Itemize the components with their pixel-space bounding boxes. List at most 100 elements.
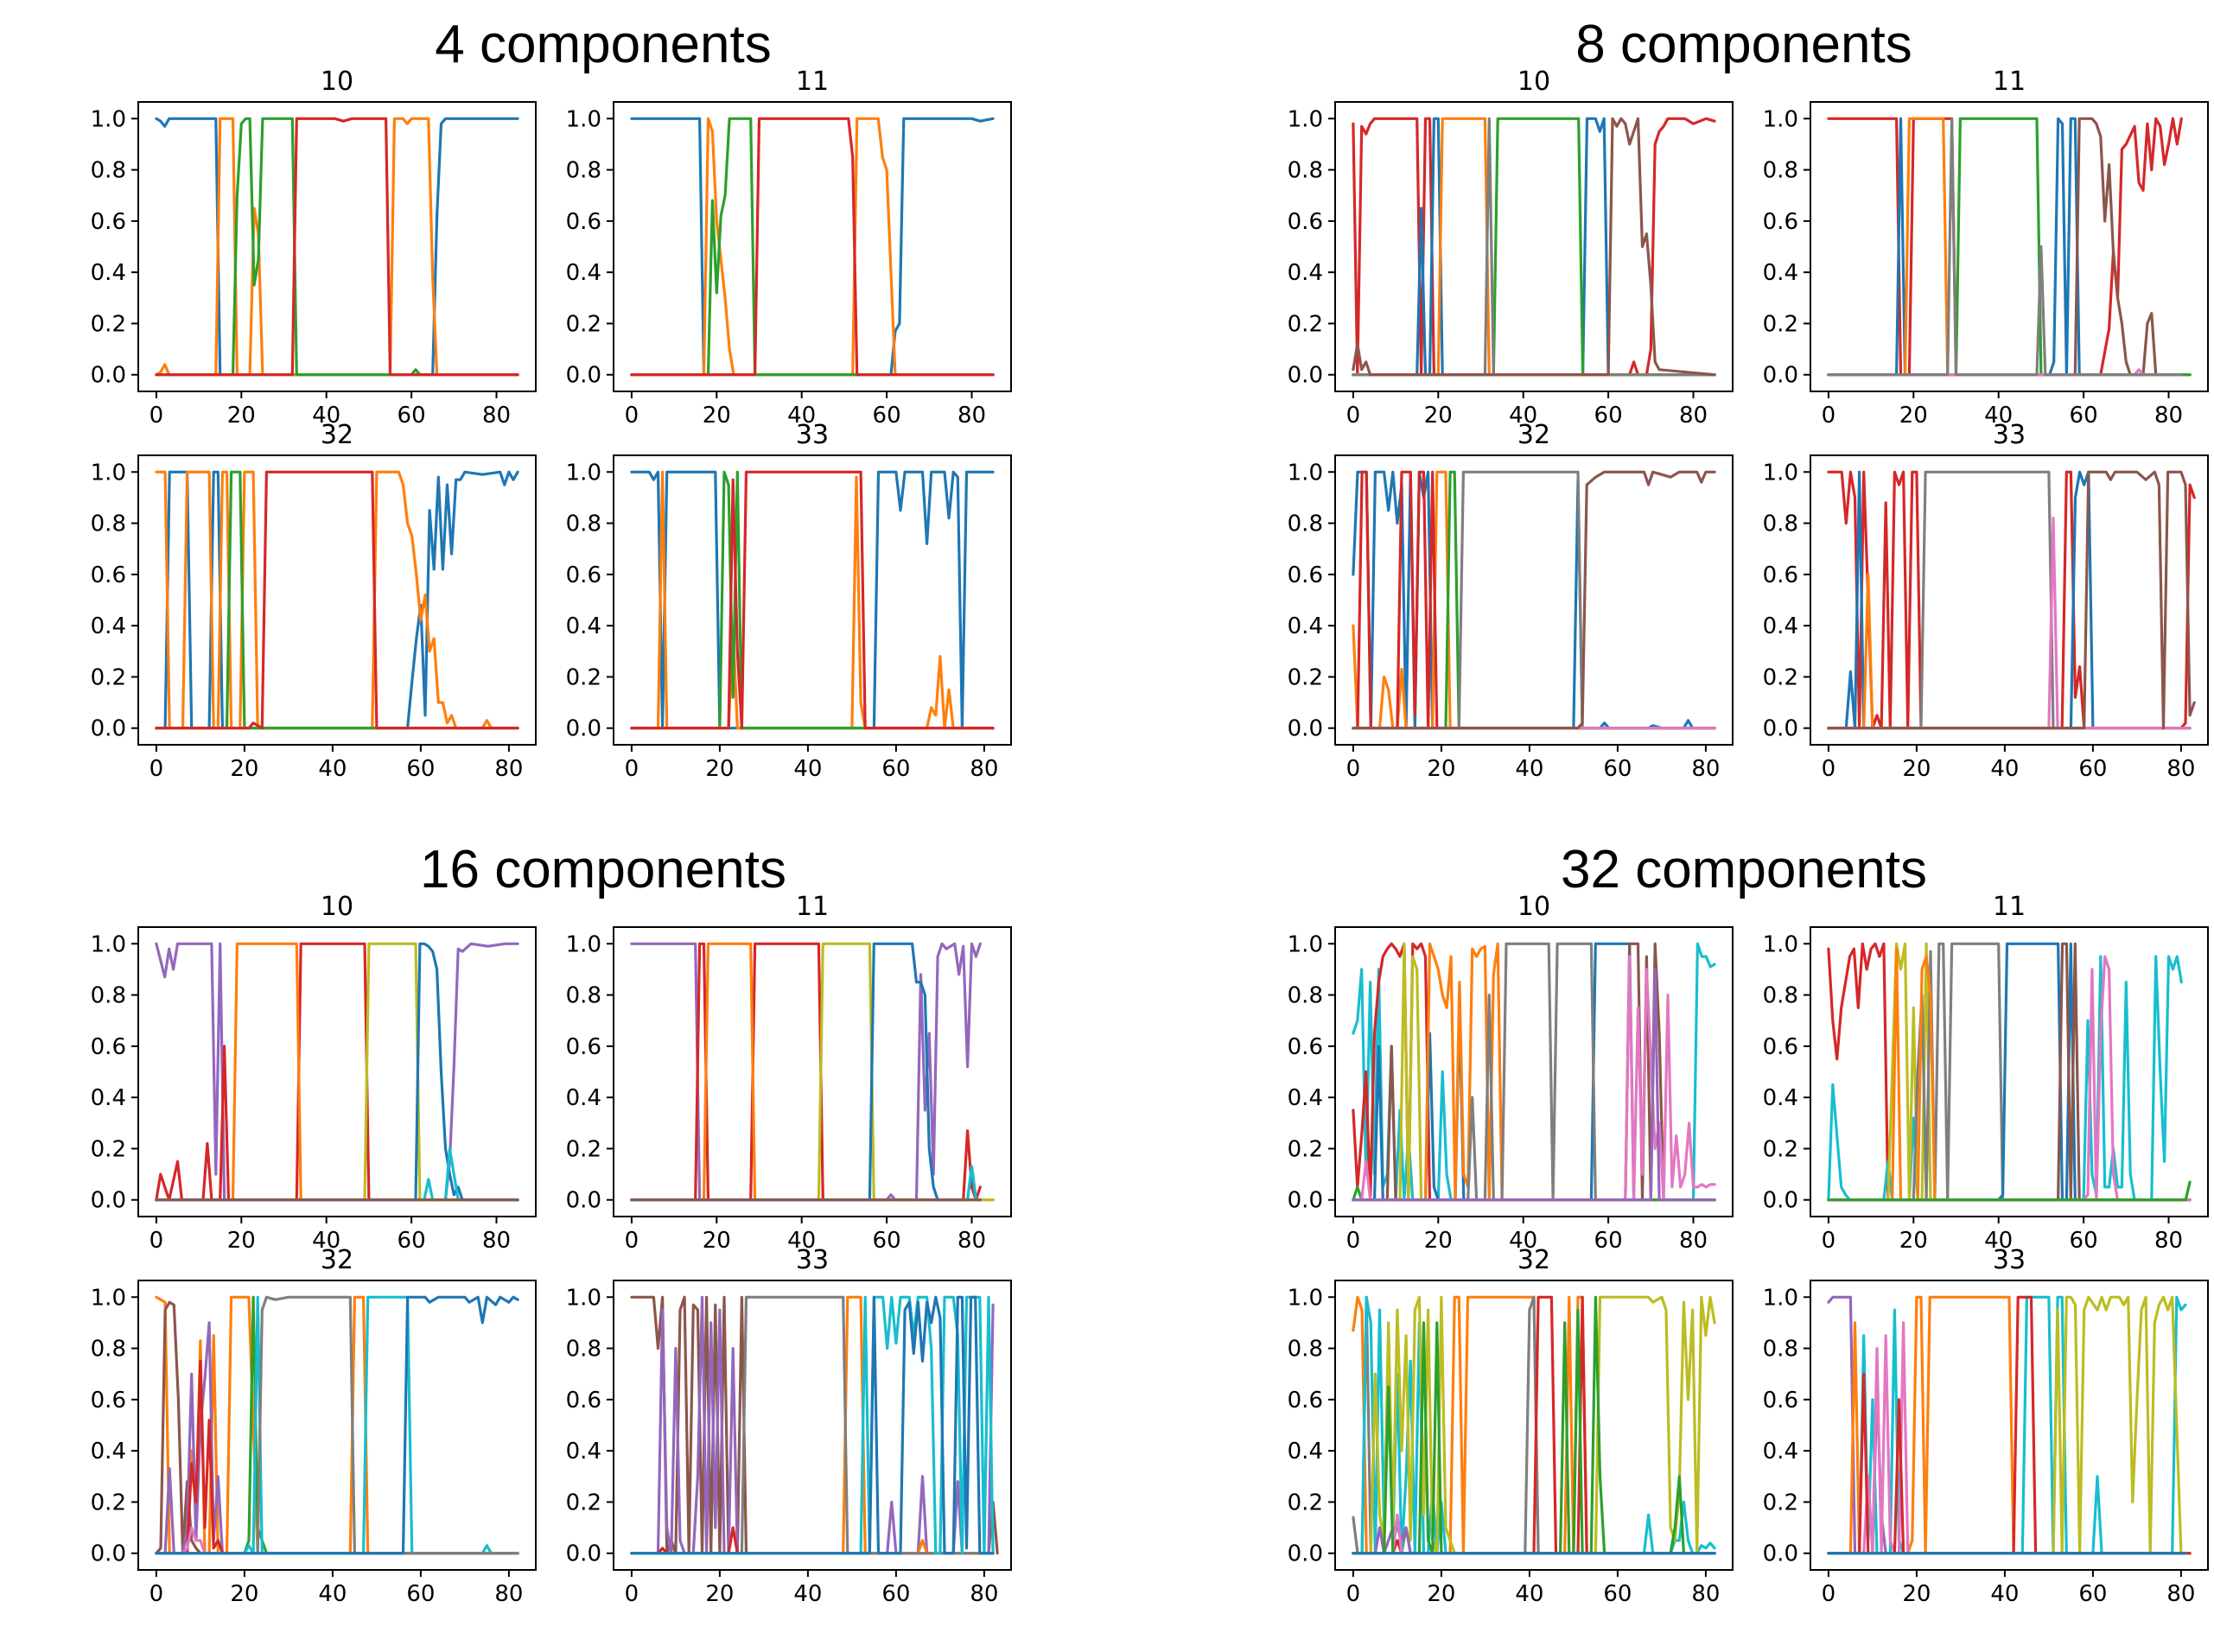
y-tick-label: 1.0: [1288, 931, 1323, 957]
x-tick-label: 20: [705, 1581, 734, 1607]
plot-frame: [1810, 926, 2209, 1217]
x-tick-label: 60: [1603, 756, 1632, 782]
y-tick-label: 0.4: [1763, 613, 1798, 639]
subplot-title: 32: [321, 420, 353, 450]
y-tick-label: 0.6: [1288, 1034, 1323, 1060]
series-line-9: [155, 1295, 519, 1555]
series-line-2: [630, 117, 995, 377]
series-line-2: [155, 470, 519, 730]
y-tick-label: 0.0: [566, 1188, 601, 1214]
subplot-title: 32: [1517, 1245, 1550, 1275]
x-tick-label: 40: [793, 756, 822, 782]
plot-frame: [613, 926, 1012, 1217]
subplot-10: 10 0.0 0.2 0.4 0.6 0.8 1.0 0 20 40 60 80: [91, 67, 537, 429]
x-tick-label: 0: [625, 756, 639, 782]
x-tick-label: 80: [1691, 756, 1720, 782]
x-tick-label: 20: [1427, 1581, 1455, 1607]
y-tick-label: 0.2: [1288, 664, 1323, 690]
subplot-10: 10 0.0 0.2 0.4 0.6 0.8 1.0 0 20 40 60 80: [91, 892, 537, 1254]
series-line-5: [1352, 117, 1716, 377]
y-tick-label: 1.0: [1288, 460, 1323, 486]
subplot-title: 33: [1993, 420, 2026, 450]
series-line-1: [1827, 942, 2192, 1202]
y-tick-label: 0.8: [566, 1337, 601, 1363]
subplot-33: 33 0.0 0.2 0.4 0.6 0.8 1.0 0 20 40 60 80: [566, 1245, 1012, 1607]
y-tick-label: 1.0: [1763, 931, 1798, 957]
x-tick-label: 40: [1515, 756, 1543, 782]
x-tick-label: 60: [873, 1228, 901, 1254]
x-tick-label: 80: [970, 756, 998, 782]
series-line-7: [1827, 942, 2192, 1202]
series-line-2: [1352, 470, 1716, 730]
y-tick-label: 0.0: [91, 1541, 126, 1567]
series-line-4: [155, 942, 519, 1202]
subplot-32: 32 0.0 0.2 0.4 0.6 0.8 1.0 0 20 40 60 80: [1288, 1245, 1734, 1607]
series-line-3: [630, 1526, 995, 1555]
x-tick-label: 60: [2078, 1581, 2107, 1607]
group-title: 32 components: [1561, 840, 1927, 899]
plot-frame: [613, 454, 1012, 746]
y-tick-label: 1.0: [91, 460, 126, 486]
subplot-title: 33: [1993, 1245, 2026, 1275]
series-line-3: [155, 942, 519, 1202]
y-tick-label: 0.2: [91, 1136, 126, 1162]
y-tick-label: 0.0: [566, 1541, 601, 1567]
x-tick-label: 20: [1427, 756, 1455, 782]
y-tick-label: 0.8: [1763, 511, 1798, 537]
subplot-10: 10 0.0 0.2 0.4 0.6 0.8 1.0 0 20 40 60 80: [1288, 67, 1734, 429]
y-tick-label: 0.6: [1763, 1388, 1798, 1414]
x-tick-label: 20: [1424, 1228, 1453, 1254]
x-tick-label: 60: [1594, 1228, 1623, 1254]
series-line-4: [630, 117, 995, 377]
plot-frame: [1334, 1280, 1734, 1571]
chart-group-4: 32 components 10 0.0 0.2 0.4 0.6 0.8 1.0 0 20 40 60…: [1288, 840, 2209, 1607]
y-tick-label: 0.6: [91, 1034, 126, 1060]
x-tick-label: 60: [881, 756, 910, 782]
subplot-32: 32 0.0 0.2 0.4 0.6 0.8 1.0 0 20 40 60 80: [1288, 420, 1734, 782]
x-tick-label: 40: [318, 756, 347, 782]
series-line-6: [1352, 1295, 1716, 1555]
x-tick-label: 40: [318, 1581, 347, 1607]
x-tick-label: 0: [625, 1581, 639, 1607]
series-line-1: [630, 942, 982, 1202]
subplot-title: 11: [1993, 67, 2026, 97]
y-tick-label: 0.6: [1288, 1388, 1323, 1414]
series-line-7: [155, 1295, 519, 1555]
x-tick-label: 80: [2154, 403, 2183, 429]
x-tick-label: 80: [2166, 1581, 2195, 1607]
x-tick-label: 80: [970, 1581, 998, 1607]
subplot-32: 32 0.0 0.2 0.4 0.6 0.8 1.0 0 20 40 60 80: [91, 420, 537, 782]
y-tick-label: 0.6: [1763, 1034, 1798, 1060]
x-tick-label: 0: [150, 403, 164, 429]
x-tick-label: 60: [398, 403, 426, 429]
y-tick-label: 0.2: [566, 1136, 601, 1162]
series-line-6: [1827, 470, 2196, 730]
plot-frame: [137, 101, 537, 392]
subplot-33: 33 0.0 0.2 0.4 0.6 0.8 1.0 0 20 40 60 80: [566, 420, 1012, 782]
subplot-title: 10: [321, 67, 353, 97]
y-tick-label: 0.2: [91, 311, 126, 337]
x-tick-label: 40: [1509, 1228, 1537, 1254]
series-line-9: [1827, 1180, 2192, 1202]
subplot-title: 10: [321, 892, 353, 922]
y-tick-label: 0.8: [1288, 1337, 1323, 1363]
series-line-2: [1352, 117, 1716, 377]
subplot-10: 10 0.0 0.2 0.4 0.6 0.8 1.0 0 20 40 60 80: [1288, 892, 1734, 1254]
y-tick-label: 1.0: [91, 1285, 126, 1311]
y-tick-label: 0.8: [91, 158, 126, 184]
series-line-2: [1827, 1295, 2192, 1555]
series-line-6: [1352, 942, 1716, 1202]
x-tick-label: 40: [1984, 1228, 2013, 1254]
series-line-6: [1827, 942, 2192, 1202]
series-line-5: [1827, 117, 2183, 377]
y-tick-label: 0.4: [91, 613, 126, 639]
plot-frame: [1334, 101, 1734, 392]
y-tick-label: 0.4: [566, 1085, 601, 1111]
x-tick-label: 40: [1509, 403, 1537, 429]
plot-frame: [1810, 1280, 2209, 1571]
y-tick-label: 0.0: [566, 716, 601, 742]
series-line-3: [155, 470, 519, 730]
series-line-1: [1352, 470, 1716, 730]
x-tick-label: 40: [793, 1581, 822, 1607]
y-tick-label: 0.4: [1288, 1439, 1323, 1465]
